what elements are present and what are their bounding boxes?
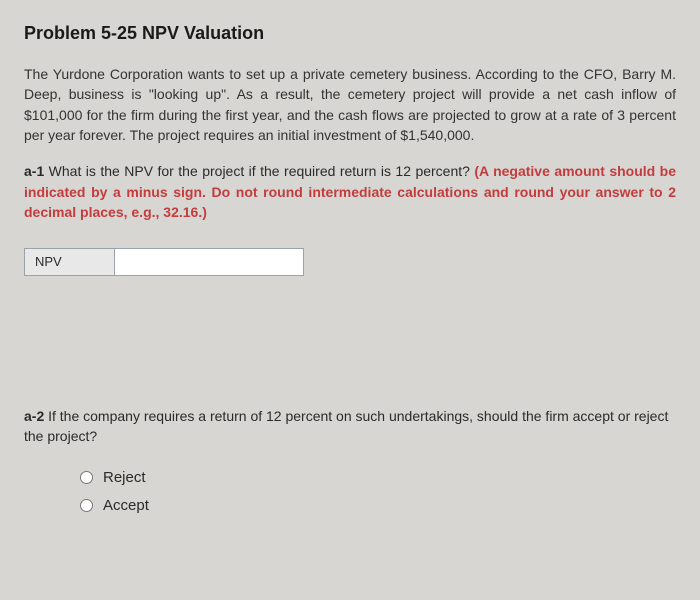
npv-label: NPV (25, 249, 115, 275)
reject-label: Reject (103, 467, 146, 489)
question-a2: a-2 If the company requires a return of … (24, 406, 676, 447)
a1-question-text: What is the NPV for the project if the r… (44, 163, 474, 179)
problem-intro: The Yurdone Corporation wants to set up … (24, 64, 676, 145)
a1-label: a-1 (24, 163, 44, 179)
question-a1: a-1 What is the NPV for the project if t… (24, 161, 676, 222)
radio-options: Reject Accept (80, 467, 676, 517)
accept-label: Accept (103, 495, 149, 517)
a2-question-text: If the company requires a return of 12 p… (24, 408, 668, 444)
npv-input[interactable] (115, 249, 303, 275)
npv-input-row: NPV (24, 248, 304, 276)
accept-radio[interactable] (80, 499, 93, 512)
option-reject[interactable]: Reject (80, 467, 676, 489)
problem-title: Problem 5-25 NPV Valuation (24, 20, 676, 46)
option-accept[interactable]: Accept (80, 495, 676, 517)
a2-label: a-2 (24, 408, 44, 424)
reject-radio[interactable] (80, 471, 93, 484)
